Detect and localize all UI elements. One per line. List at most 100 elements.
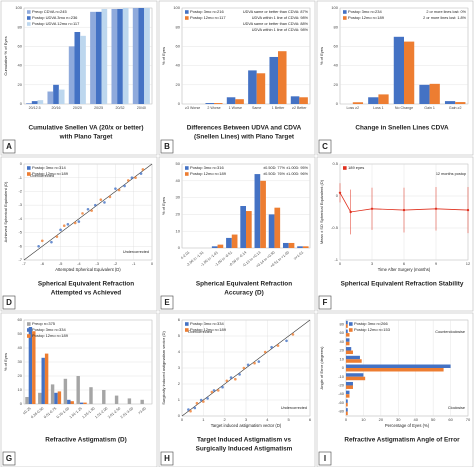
y-tick-label: 1 <box>178 397 181 402</box>
bar <box>25 397 29 404</box>
bar <box>101 8 108 105</box>
bar <box>74 32 81 104</box>
point <box>276 344 280 347</box>
bar <box>114 395 119 404</box>
bar <box>346 355 360 360</box>
panel-title: with Plano Target <box>59 134 114 141</box>
bar <box>217 244 224 248</box>
y-tick-label: -7 <box>18 257 22 262</box>
y-tick-label: 80 <box>176 24 181 29</box>
panel-frame <box>158 0 316 156</box>
point <box>189 409 192 413</box>
panel-letter: D <box>6 298 12 307</box>
legend-swatch <box>185 10 189 14</box>
point <box>253 361 256 365</box>
point <box>117 188 121 192</box>
panel-letter: B <box>164 142 170 151</box>
x-tick-label: 50 <box>431 417 436 422</box>
panel-title: Attempted vs Achieved <box>51 290 122 297</box>
y-tick-label: 4 <box>178 349 181 354</box>
bar <box>226 97 236 104</box>
point <box>90 209 93 212</box>
legend-swatch <box>27 322 31 326</box>
x-tick-label: 0 <box>151 261 154 266</box>
point <box>50 240 53 244</box>
point <box>99 198 103 201</box>
y-tick-label: -1 <box>18 175 22 180</box>
bar <box>32 331 36 404</box>
y-tick-label: -20 <box>338 383 345 388</box>
bar <box>346 385 353 389</box>
bar <box>122 8 129 104</box>
bar <box>57 391 62 404</box>
legend-label: Postop 3mo n=234 <box>348 9 382 14</box>
point <box>59 228 62 232</box>
y-tick-label: -5 <box>18 230 22 235</box>
point <box>40 239 44 243</box>
y-axis-label: Surgically induced astigmatism vector (D… <box>161 331 166 405</box>
x-tick-label: No Change <box>395 106 413 110</box>
panel-title: Change in Snellen Lines CDVA <box>355 125 449 132</box>
y-tick-label: 40 <box>18 345 23 350</box>
x-tick-label: 20/32 <box>116 106 125 110</box>
legend-swatch <box>343 166 347 170</box>
x-tick-label: 30 <box>396 417 401 422</box>
bar <box>346 347 352 351</box>
panel-letter-box <box>2 451 16 466</box>
legend-swatch <box>343 16 347 20</box>
y-tick-label: 0 <box>178 101 181 106</box>
bar <box>138 8 145 104</box>
y-tick-label: 0 <box>336 101 339 106</box>
bar <box>290 96 300 104</box>
y-tick-label: -40 <box>338 391 345 396</box>
point <box>130 176 134 180</box>
bar <box>302 246 309 248</box>
annotation: 2 or more lines lost: 0% <box>426 10 466 14</box>
bar <box>26 103 32 104</box>
y-tick-label: 10 <box>176 228 181 233</box>
x-tick-label: 1 Better <box>272 106 285 110</box>
point <box>225 379 229 383</box>
bar <box>346 338 350 342</box>
reference-line <box>181 319 311 417</box>
point <box>285 339 288 343</box>
bar <box>70 401 74 404</box>
x-tick-label: ≥+1.01 <box>293 250 304 260</box>
point <box>206 397 209 400</box>
x-tick-label: 4 <box>266 417 269 422</box>
bar <box>44 353 49 404</box>
x-tick-label: -3 <box>95 261 99 266</box>
legend-label: Postop 12mo n=189 <box>190 171 227 176</box>
panel-title: Surgically Induced Astigmatism <box>196 446 293 453</box>
bar <box>240 206 246 248</box>
x-tick-label: 20/12.5 <box>29 106 41 110</box>
bar <box>79 402 84 404</box>
panel-title: Cumulative Snellen VA (20/x or better) <box>28 125 143 132</box>
bar <box>346 368 444 372</box>
point <box>466 208 470 212</box>
y-tick-label: 50 <box>176 161 181 166</box>
legend-label: Preop n=375 <box>32 321 56 326</box>
legend-label: Postop 3mo n=266 <box>354 321 388 326</box>
panel-title: Refractive Astigmatism Angle of Error <box>344 437 460 444</box>
x-tick-label: 1 <box>202 417 205 422</box>
point <box>126 179 130 182</box>
y-tick-label: 0 <box>20 101 23 106</box>
annotation: Counterclockwise <box>435 330 465 334</box>
legend-label: Postop 12mo n=153 <box>354 327 391 332</box>
legend-swatch <box>27 10 31 14</box>
bar <box>231 234 238 248</box>
legend-swatch <box>185 16 189 20</box>
point <box>77 220 81 223</box>
y-tick-label: 60 <box>334 43 339 48</box>
y-tick-label: 50 <box>18 331 23 336</box>
x-axis-label: Percentage of Eyes (%) <box>385 423 430 428</box>
panel-letter: H <box>164 454 170 463</box>
bar <box>346 329 348 334</box>
bar <box>444 101 456 104</box>
point <box>187 408 190 411</box>
y-tick-label: 80 <box>340 321 345 326</box>
x-tick-label: 10 <box>361 417 366 422</box>
x-tick-label: 3 <box>245 417 248 422</box>
x-tick-label: 20/25 <box>94 106 103 110</box>
